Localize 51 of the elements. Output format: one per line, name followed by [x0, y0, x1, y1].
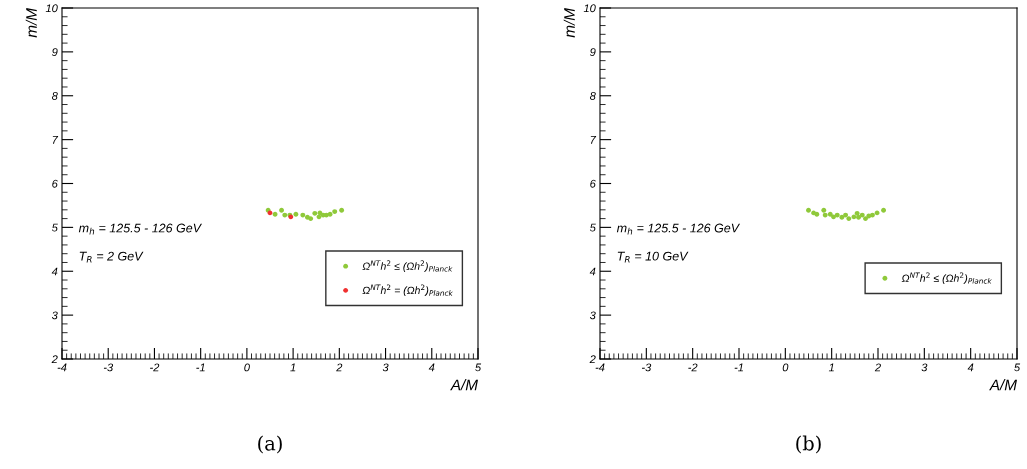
- legend-label: Ω$^{NT}$h$^{2}$ ≤ (Ωh$^{2}$)$_{Planck}$: [362, 260, 453, 272]
- x-tick-label: 4: [428, 363, 435, 372]
- x-tick-label: 4: [967, 363, 974, 372]
- y-tick-label: 3: [589, 311, 596, 320]
- x-tick-label: -3: [641, 363, 652, 372]
- y-tick-label: 8: [589, 92, 596, 100]
- y-axis-title: m/M: [563, 8, 575, 38]
- annotation: m$_{h}$ = 125.5 - 126 GeV: [78, 223, 203, 235]
- y-tick-label: 4: [51, 267, 58, 276]
- y-tick-label: 2: [589, 355, 596, 364]
- y-tick-label: 9: [590, 48, 596, 57]
- x-tick-label: 0: [244, 363, 250, 372]
- y-tick-label: 5: [51, 223, 58, 232]
- x-tick-label: -1: [734, 363, 743, 372]
- x-tick-label: -2: [688, 363, 698, 372]
- x-axis-title: A/M: [450, 379, 478, 391]
- y-axis-title: m/M: [25, 8, 37, 38]
- x-tick-label: -3: [103, 363, 114, 372]
- y-tick-label: 7: [52, 136, 59, 144]
- annotation: m$_{h}$ = 125.5 - 126 GeV: [616, 223, 741, 235]
- x-tick-label: -2: [150, 363, 160, 372]
- annotation: T$_{R}$ = 2 GeV: [79, 251, 144, 263]
- y-tick-label: 4: [589, 267, 596, 276]
- x-tick-label: 5: [1014, 363, 1021, 372]
- x-tick-label: 3: [382, 363, 389, 372]
- annotation: T$_{R}$ = 10 GeV: [617, 251, 689, 263]
- legend-label: Ω$^{NT}$h$^{2}$ = (Ωh$^{2}$)$_{Planck}$: [362, 284, 453, 297]
- x-tick-label: 3: [921, 363, 928, 372]
- x-tick-label: -4: [595, 363, 605, 372]
- x-tick-label: -4: [57, 363, 67, 372]
- x-tick-label: 2: [874, 363, 881, 372]
- y-tick-label: 6: [590, 179, 596, 188]
- y-tick-label: 9: [52, 48, 58, 57]
- text: (b): [796, 435, 821, 454]
- y-tick-label: 5: [589, 223, 596, 232]
- x-tick-label: 5: [475, 363, 482, 372]
- x-tick-label: 1: [290, 363, 296, 372]
- legend-label: Ω$^{NT}$h$^{2}$ ≤ (Ωh$^{2}$)$_{Planck}$: [901, 272, 992, 284]
- x-tick-label: 0: [782, 363, 789, 372]
- x-tick-label: 1: [828, 363, 834, 372]
- y-tick-label: 8: [51, 92, 58, 100]
- y-tick-label: 6: [52, 179, 58, 188]
- y-tick-label: 10: [45, 4, 58, 13]
- x-tick-label: 2: [336, 363, 343, 372]
- y-tick-label: 2: [51, 355, 58, 364]
- y-tick-label: 3: [51, 311, 58, 320]
- y-tick-label: 10: [583, 4, 596, 13]
- x-axis-title: A/M: [989, 379, 1017, 391]
- x-tick-label: -1: [196, 363, 205, 372]
- text: (a): [258, 435, 282, 454]
- y-tick-label: 7: [590, 136, 597, 144]
